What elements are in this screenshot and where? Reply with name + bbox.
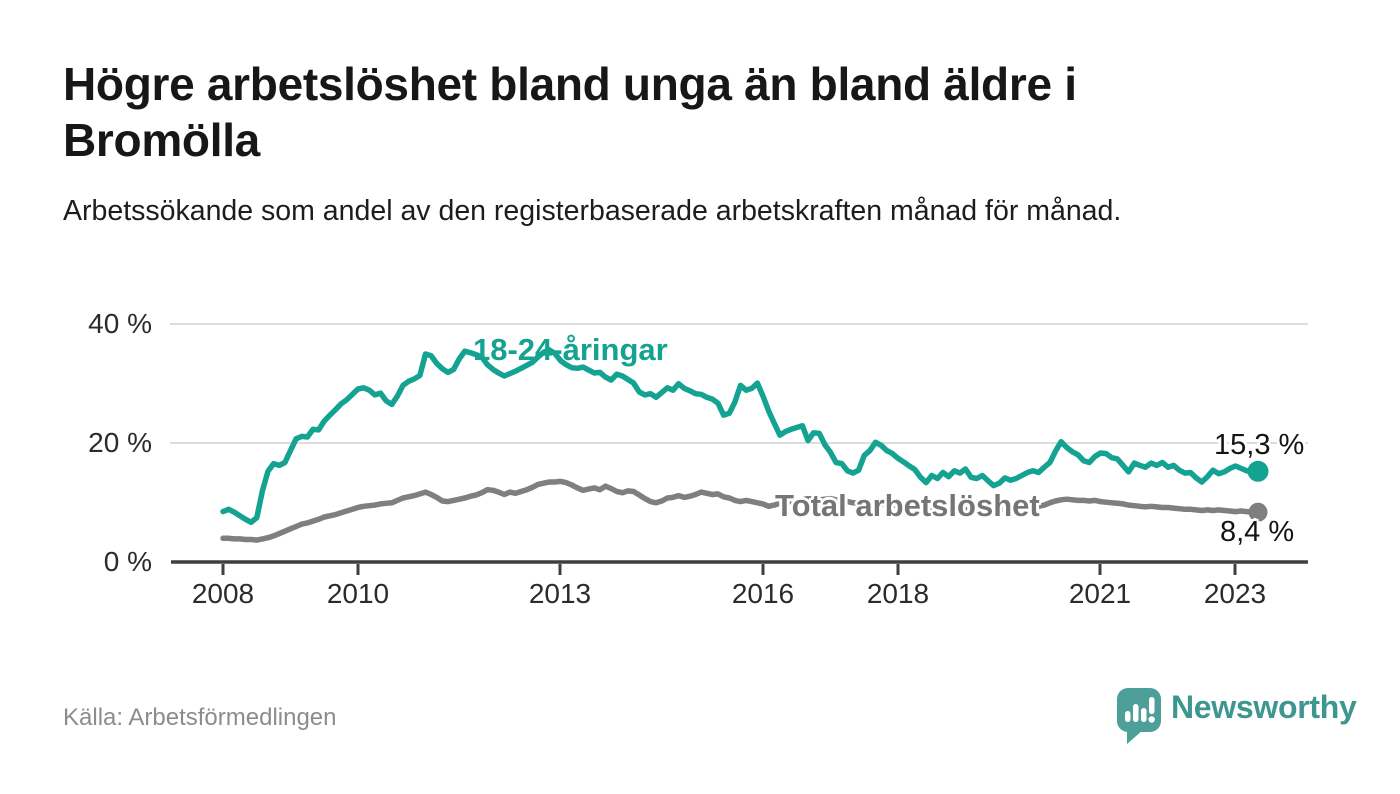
y-axis-label-20: 20 % xyxy=(88,427,152,458)
newsworthy-wordmark: Newsworthy xyxy=(1171,689,1357,725)
source-note: Källa: Arbetsförmedlingen xyxy=(63,704,337,731)
series-line-youth xyxy=(220,347,1261,526)
y-axis-label-0: 0 % xyxy=(103,546,152,577)
x-axis-label-2013: 2013 xyxy=(528,578,592,609)
x-axis-label-2010: 2010 xyxy=(326,578,390,609)
end-value-label-total: 8,4 % xyxy=(1220,516,1295,548)
endpoint-dot-total xyxy=(1248,502,1268,522)
x-axis-label-2021: 2021 xyxy=(1068,578,1132,609)
series-label-total: Total arbetslöshet xyxy=(775,488,1040,523)
endpoint-dot-youth xyxy=(1247,460,1269,482)
y-axis-label-40: 40 % xyxy=(88,308,152,339)
x-axis-label-2018: 2018 xyxy=(866,578,930,609)
newsworthy-logo-icon xyxy=(1117,688,1161,744)
x-axis-ticks xyxy=(221,564,1237,575)
page-subtitle: Arbetssökande som andel av den registerb… xyxy=(63,195,1122,227)
x-axis-label-2016: 2016 xyxy=(731,578,795,609)
page-title: Högre arbetslöshet bland unga än bland ä… xyxy=(63,58,1077,167)
newsworthy-logo: Newsworthy xyxy=(1116,687,1357,746)
end-value-label-youth: 15,3 % xyxy=(1214,429,1305,461)
x-axis-label-2008: 2008 xyxy=(191,578,255,609)
series-line-total xyxy=(220,478,1261,543)
x-axis-label-2023: 2023 xyxy=(1203,578,1267,609)
series-label-youth: 18-24-åringar xyxy=(473,332,668,367)
